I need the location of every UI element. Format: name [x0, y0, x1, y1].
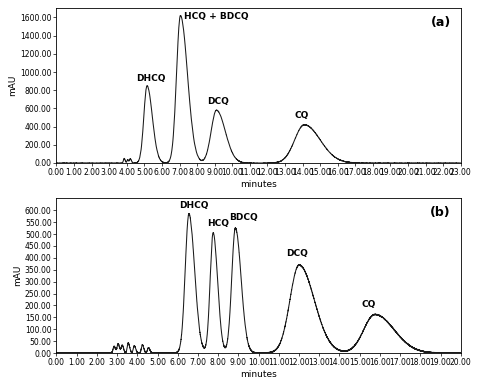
Text: HCQ + BDCQ: HCQ + BDCQ — [184, 12, 249, 21]
Text: DHCQ: DHCQ — [136, 74, 166, 83]
Text: BDCQ: BDCQ — [229, 213, 258, 222]
Text: HCQ: HCQ — [207, 219, 229, 228]
X-axis label: minutes: minutes — [240, 370, 277, 378]
Text: (b): (b) — [430, 206, 451, 219]
Text: CQ: CQ — [362, 300, 376, 309]
Text: (a): (a) — [431, 16, 451, 29]
X-axis label: minutes: minutes — [240, 180, 277, 188]
Y-axis label: mAU: mAU — [8, 75, 17, 96]
Text: CQ: CQ — [295, 111, 309, 120]
Text: DHCQ: DHCQ — [179, 201, 208, 210]
Text: DCQ: DCQ — [207, 97, 228, 106]
Y-axis label: mAU: mAU — [13, 265, 22, 286]
Text: DCQ: DCQ — [286, 249, 308, 258]
